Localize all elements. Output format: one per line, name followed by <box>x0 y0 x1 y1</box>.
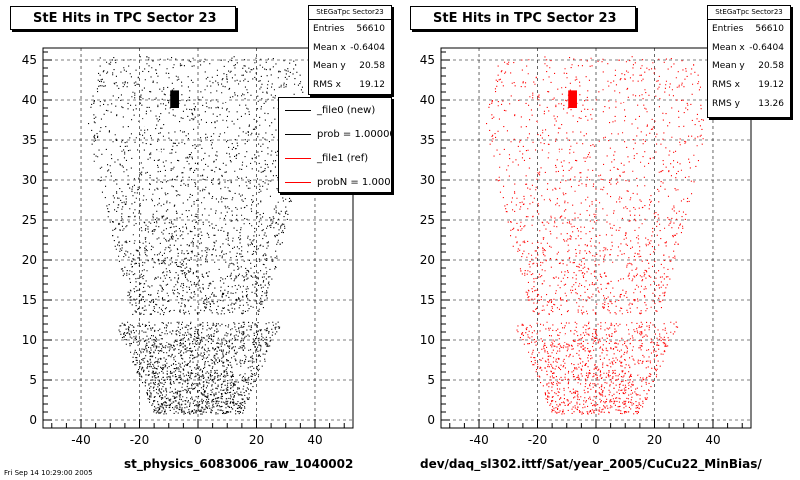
y-tick-label: 40 <box>22 93 37 107</box>
legend-entry: probN = 1.000000 <box>279 170 391 192</box>
legend-entry: _file1 (ref) <box>279 146 391 170</box>
x-tick-label: -40 <box>469 433 489 447</box>
legend-line-prob <box>285 133 311 135</box>
right-title-text: StE Hits in TPC Sector 23 <box>433 11 617 26</box>
y-tick-label: 20 <box>420 253 435 267</box>
right-stats-row: RMS y 13.26 <box>712 98 784 109</box>
y-tick-label: 20 <box>22 253 37 267</box>
y-tick-label: 0 <box>427 413 435 427</box>
y-tick-label: 45 <box>22 53 37 67</box>
left-x-axis-title: st_physics_6083006_raw_1040002 <box>124 457 354 471</box>
empty-pad <box>560 335 571 343</box>
right-stats-row: Mean y 20.58 <box>712 61 784 72</box>
empty-pad <box>209 215 220 223</box>
right-stats-row: Mean x -0.6404 <box>712 42 784 53</box>
y-tick-label: 35 <box>22 133 37 147</box>
x-tick-label: 0 <box>592 433 600 447</box>
empty-pad <box>537 119 548 127</box>
hot-spot <box>568 90 577 108</box>
y-tick-label: 5 <box>29 373 37 387</box>
empty-pad <box>233 367 244 375</box>
x-tick-label: 20 <box>249 433 264 447</box>
legend-entry: _file0 (new) <box>279 98 391 122</box>
y-tick-label: 40 <box>420 93 435 107</box>
empty-pad <box>162 335 173 343</box>
x-tick-label: -40 <box>71 433 91 447</box>
left-stats-row: Mean x -0.6404 <box>313 42 385 53</box>
empty-pad <box>616 95 627 103</box>
left-stats-row: Mean y 20.58 <box>313 61 385 72</box>
empty-pad <box>218 95 229 103</box>
y-tick-label: 0 <box>29 413 37 427</box>
right-title: StE Hits in TPC Sector 23 <box>410 6 636 30</box>
left-stats-box: StEGaTpc Sector23 Entries 56610 Mean x -0.… <box>308 5 392 95</box>
footer-timestamp: Fri Sep 14 10:29:00 2005 <box>4 469 93 477</box>
plot-area <box>441 48 751 428</box>
right-stats-row: RMS x 19.12 <box>712 80 784 91</box>
empty-pad <box>607 215 618 223</box>
empty-pad <box>549 151 560 159</box>
legend-entry: prob = 1.000000 <box>279 122 391 146</box>
y-tick-label: 25 <box>22 213 37 227</box>
left-stats-name: StEGaTpc Sector23 <box>309 6 391 20</box>
right-stats-row: Entries 56610 <box>712 24 784 35</box>
right-stats-box: StEGaTpc Sector23 Entries 56610 Mean x -0.… <box>707 5 791 118</box>
legend-line-file1 <box>285 157 311 159</box>
y-tick-label: 35 <box>420 133 435 147</box>
y-tick-label: 15 <box>420 293 435 307</box>
empty-pad <box>631 367 642 375</box>
y-tick-label: 30 <box>22 173 37 187</box>
legend-line-file0 <box>285 109 311 111</box>
left-stats-row: Entries 56610 <box>313 24 385 35</box>
left-title-text: StE Hits in TPC Sector 23 <box>33 11 217 26</box>
empty-pad <box>110 127 121 135</box>
chart-1: -40 -20 0 20 40 0 5 10 15 20 25 30 35 40 45 <box>420 47 752 447</box>
empty-pad <box>139 119 150 127</box>
empty-pad <box>508 127 519 135</box>
right-x-axis-title: dev/daq_sl302.ittf/Sat/year_2005/CuCu22_… <box>420 457 762 471</box>
y-tick-label: 15 <box>22 293 37 307</box>
x-tick-label: 0 <box>194 433 202 447</box>
left-stats-row: RMS x 19.12 <box>313 80 385 91</box>
empty-pad <box>151 151 162 159</box>
legend-line-probN <box>285 181 311 183</box>
x-tick-label: -20 <box>130 433 150 447</box>
x-tick-label: -20 <box>528 433 548 447</box>
y-tick-label: 25 <box>420 213 435 227</box>
y-tick-label: 10 <box>22 333 37 347</box>
y-tick-label: 30 <box>420 173 435 187</box>
left-title: StE Hits in TPC Sector 23 <box>10 6 236 30</box>
y-tick-label: 45 <box>420 53 435 67</box>
hot-spot <box>170 90 179 108</box>
legend-box: _file0 (new) prob = 1.000000 _file1 (ref… <box>278 97 392 193</box>
right-stats-name: StEGaTpc Sector23 <box>708 6 790 20</box>
x-tick-label: 40 <box>705 433 720 447</box>
x-tick-label: 40 <box>307 433 322 447</box>
y-tick-label: 5 <box>427 373 435 387</box>
y-tick-label: 10 <box>420 333 435 347</box>
x-tick-label: 20 <box>647 433 662 447</box>
